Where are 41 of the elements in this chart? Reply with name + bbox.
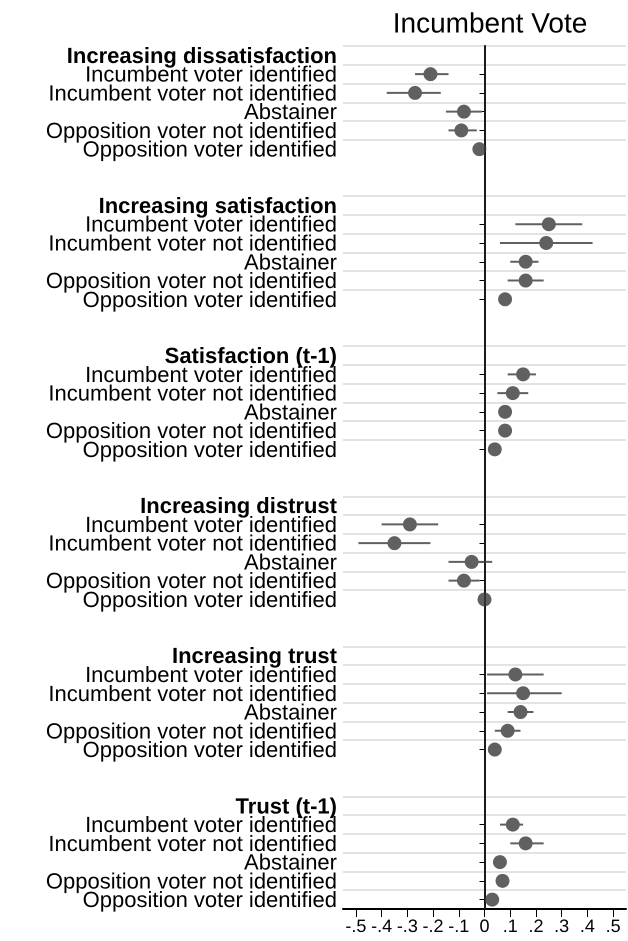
point <box>516 367 530 382</box>
x-tick-label: -.1 <box>448 916 470 936</box>
point <box>485 892 500 907</box>
point <box>456 104 471 119</box>
x-tick-label: .1 <box>502 916 518 936</box>
point <box>518 254 533 269</box>
x-tick-label: .2 <box>528 916 544 936</box>
point <box>456 574 471 588</box>
point <box>408 86 422 100</box>
point <box>472 142 486 156</box>
chart-title: Incumbent Vote <box>392 8 588 38</box>
point <box>498 404 512 419</box>
x-tick-label: -.3 <box>396 916 418 936</box>
point <box>492 855 507 870</box>
point <box>500 724 515 738</box>
point <box>423 67 438 82</box>
point <box>506 818 520 832</box>
point <box>506 386 520 400</box>
x-tick-label: .4 <box>580 916 595 936</box>
point <box>516 686 530 700</box>
point <box>488 442 502 456</box>
point <box>498 292 512 306</box>
point <box>508 667 522 682</box>
point <box>514 705 528 720</box>
point <box>402 517 417 532</box>
point <box>518 274 533 288</box>
x-tick-label: .3 <box>554 916 570 936</box>
point <box>464 554 479 569</box>
x-tick-label: 0 <box>479 916 490 936</box>
x-tick-label: .5 <box>606 916 621 936</box>
x-tick-label: -.5 <box>345 916 366 936</box>
point <box>454 123 468 138</box>
point <box>498 424 512 438</box>
point <box>539 236 554 250</box>
point <box>542 217 556 232</box>
point <box>387 536 402 550</box>
x-tick-label: -.4 <box>371 916 392 936</box>
point <box>496 874 510 888</box>
point <box>518 836 533 850</box>
x-tick-label: -.2 <box>422 916 444 936</box>
point <box>488 742 502 757</box>
